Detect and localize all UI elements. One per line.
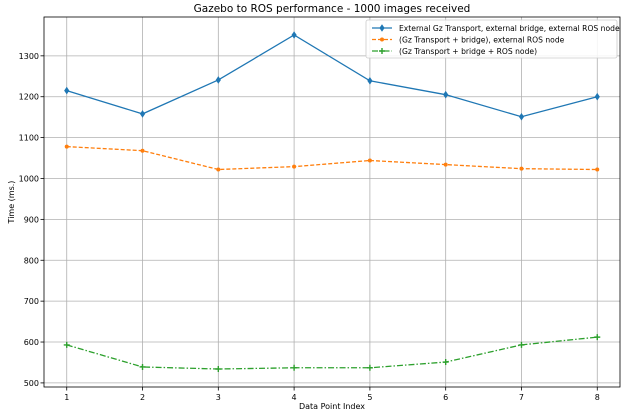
series-group: [63, 31, 601, 373]
x-tick-label: 2: [140, 393, 145, 402]
legend-label: (Gz Transport + bridge), external ROS no…: [399, 36, 565, 45]
y-tick-label: 1000: [19, 174, 39, 183]
data-point-diamond: [367, 76, 373, 85]
series-line: [66, 34, 598, 118]
data-point-diamond: [215, 76, 221, 84]
y-tick-label: 1200: [19, 93, 39, 102]
plot-frame: [43, 16, 621, 388]
y-tick-label: 600: [24, 338, 39, 347]
data-point-plus: [518, 341, 525, 348]
x-tick-label: 5: [367, 393, 372, 402]
data-point-diamond: [594, 92, 600, 101]
x-tick-label: 1: [64, 393, 69, 402]
y-axis-label: Time (ms.): [7, 181, 16, 225]
legend-label: (Gz Transport + bridge + ROS node): [399, 47, 537, 56]
data-point-circle: [380, 37, 384, 42]
data-point-diamond: [139, 110, 146, 118]
x-axis-label: Data Point Index: [299, 402, 365, 411]
data-point-plus: [366, 364, 373, 371]
legend-entry: (Gz Transport + bridge + ROS node): [372, 47, 537, 56]
series-1: [64, 31, 600, 121]
x-tick-label: 7: [519, 393, 524, 402]
data-point-diamond: [291, 31, 297, 39]
y-tick-label: 700: [24, 297, 39, 306]
data-point-circle: [367, 158, 372, 163]
data-point-plus: [215, 366, 222, 373]
legend-box: [365, 19, 618, 59]
x-tick-label: 3: [216, 393, 221, 402]
data-point-plus: [63, 341, 70, 348]
axes: 1 2 3 4 5 6 7 8 500 600 700 800 900 1000 1100 1200 1300: [19, 52, 600, 402]
series-2: [64, 144, 600, 172]
x-tick-label: 4: [292, 393, 297, 402]
data-point-diamond: [518, 112, 525, 121]
data-point-circle: [292, 164, 297, 169]
data-point-diamond: [443, 90, 449, 99]
legend-entry: (Gz Transport + bridge), external ROS no…: [372, 36, 565, 45]
y-tick-label: 800: [24, 256, 39, 265]
y-tick-label: 1100: [19, 134, 39, 143]
y-tick-label: 1300: [19, 52, 39, 61]
chart-title: Gazebo to ROS performance - 1000 images …: [194, 3, 471, 15]
x-tick-label: 6: [443, 393, 448, 402]
data-point-diamond: [379, 24, 385, 32]
data-point-plus: [139, 363, 146, 370]
data-point-plus: [379, 48, 385, 54]
data-point-circle: [64, 144, 69, 149]
data-point-circle: [595, 167, 600, 172]
data-point-plus: [442, 359, 449, 366]
legend-label: External Gz Transport, external bridge, …: [399, 24, 620, 33]
series-line: [66, 145, 598, 171]
grid: [44, 17, 620, 387]
data-point-circle: [140, 148, 145, 153]
data-point-circle: [443, 162, 448, 167]
data-point-plus: [594, 334, 601, 341]
data-point-circle: [519, 166, 524, 171]
y-tick-label: 900: [24, 215, 39, 224]
y-tick-label: 500: [24, 379, 39, 388]
legend: External Gz Transport, external bridge, …: [365, 19, 620, 59]
data-point-circle: [216, 167, 221, 172]
legend-entry: External Gz Transport, external bridge, …: [372, 24, 620, 33]
x-tick-label: 8: [595, 393, 600, 402]
series-3: [63, 334, 601, 373]
data-point-plus: [291, 364, 298, 371]
series-line: [66, 336, 598, 370]
data-point-diamond: [64, 86, 70, 95]
